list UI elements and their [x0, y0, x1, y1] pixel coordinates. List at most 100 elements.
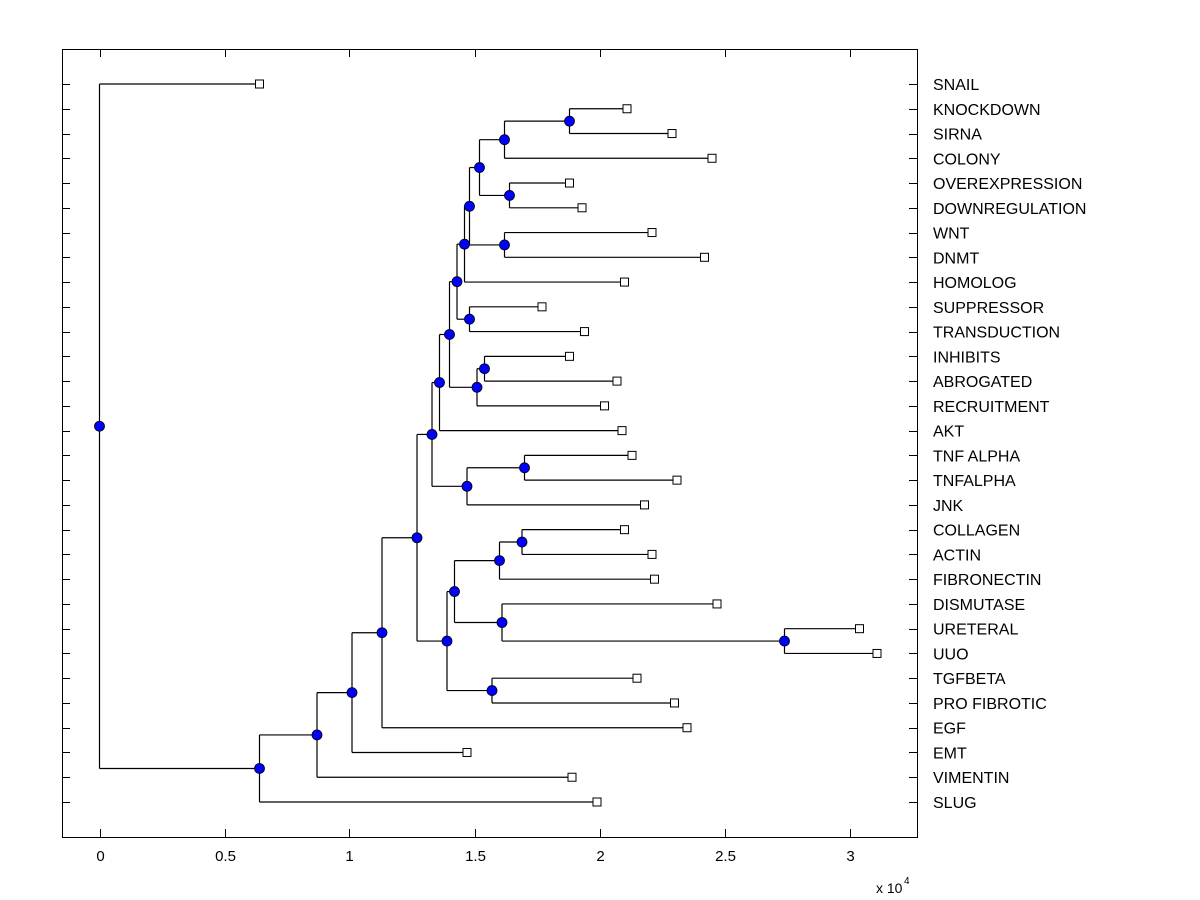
leaf-label: DISMUTASE: [933, 597, 1025, 614]
y-ticks: [62, 84, 917, 803]
x-tick-label: 0.5: [215, 848, 236, 865]
node-marker: [564, 115, 575, 127]
leaf-label: SNAIL: [933, 77, 979, 94]
node-marker: [496, 617, 508, 628]
node-marker: [94, 420, 105, 432]
x-tick-label: 1: [345, 848, 353, 865]
leaf-label: SUPPRESSOR: [933, 300, 1044, 317]
leaf-marker: [565, 178, 574, 188]
leaf-marker: [872, 648, 882, 658]
leaf-marker: [565, 351, 574, 361]
node-marker: [479, 363, 490, 375]
x-tick-label: 1.5: [465, 848, 486, 865]
leaf-marker: [712, 599, 722, 609]
leaf-label: ACTIN: [933, 547, 981, 564]
x-tick-label: 3: [846, 848, 854, 865]
leaf-marker: [647, 228, 657, 238]
leaf-label: TRANSDUCTION: [933, 325, 1060, 342]
leaf-label: ABROGATED: [933, 374, 1032, 391]
x-tick-label: 2: [596, 848, 604, 865]
leaf-marker: [622, 104, 632, 114]
node-marker: [504, 190, 515, 201]
leaf-label: WNT: [933, 226, 970, 243]
node-marker: [451, 276, 463, 288]
node-marker: [499, 134, 510, 146]
leaf-label: JNK: [933, 498, 964, 515]
x-tick-label: 2.5: [715, 848, 736, 865]
node-marker: [346, 687, 358, 699]
leaf-label: AKT: [933, 424, 964, 441]
node-marker: [449, 586, 460, 597]
leaf-label: URETERAL: [933, 622, 1018, 639]
leaf-labels: SNAIL KNOCKDOWN SIRNA COLONY OVEREXPRESSION D…: [933, 77, 1086, 812]
leaf-marker: [855, 624, 864, 634]
node-marker: [311, 729, 323, 741]
x-tick-label: 0: [96, 848, 104, 865]
node-marker: [464, 313, 475, 325]
leaf-label: SLUG: [933, 795, 977, 812]
node-marker: [441, 635, 453, 647]
leaf-label: RECRUITMENT: [933, 399, 1050, 416]
leaf-marker: [627, 450, 637, 460]
leaf-label: KNOCKDOWN: [933, 102, 1041, 119]
leaf-marker: [620, 277, 629, 287]
leaf-marker: [632, 673, 642, 683]
node-marker: [779, 635, 790, 647]
leaf-marker: [617, 426, 627, 436]
node-marker: [499, 239, 510, 251]
node-markers: [94, 115, 790, 774]
node-marker: [474, 162, 485, 173]
leaf-label: VIMENTIN: [933, 770, 1009, 787]
leaf-marker: [672, 475, 682, 485]
leaf-label: COLLAGEN: [933, 523, 1020, 540]
leaf-label: INHIBITS: [933, 349, 1001, 366]
node-marker: [471, 381, 483, 393]
leaf-label: SIRNA: [933, 127, 982, 144]
leaf-label: FIBRONECTIN: [933, 572, 1041, 589]
leaf-marker: [255, 79, 264, 89]
leaf-marker: [537, 302, 547, 312]
node-marker: [426, 429, 438, 440]
leaf-marker: [647, 549, 657, 559]
node-marker: [411, 532, 423, 544]
leaf-label: OVEREXPRESSION: [933, 176, 1082, 193]
leaf-marker: [577, 203, 587, 213]
leaf-marker: [620, 525, 629, 535]
node-marker: [516, 536, 528, 548]
node-marker: [444, 329, 455, 340]
x-multiplier-label: x 10: [876, 880, 903, 896]
node-marker: [461, 480, 473, 492]
leaf-marker: [670, 698, 679, 708]
node-marker: [519, 462, 530, 474]
plot-frame: [62, 49, 918, 838]
leaf-label: DNMT: [933, 250, 979, 267]
leaf-label: TNFALPHA: [933, 473, 1016, 490]
leaf-label: TNF ALPHA: [933, 448, 1020, 465]
leaf-label: UUO: [933, 646, 969, 663]
leaf-marker: [640, 500, 649, 510]
leaf-marker: [580, 327, 589, 337]
leaf-label: HOMOLOG: [933, 275, 1017, 292]
leaf-label: TGFBETA: [933, 671, 1006, 688]
leaf-marker: [567, 772, 577, 782]
x-ticks: 0 0.5 1 1.5 2 2.5 3: [96, 49, 855, 865]
leaf-label: PRO FIBROTIC: [933, 696, 1047, 713]
leaf-marker: [600, 401, 609, 411]
leaf-marker: [700, 252, 709, 262]
x-multiplier-exponent: 4: [904, 876, 910, 887]
leaf-marker: [707, 153, 717, 163]
node-marker: [376, 627, 388, 639]
leaf-marker: [592, 797, 602, 807]
leaf-label: EGF: [933, 721, 966, 738]
node-marker: [434, 377, 445, 388]
leaf-marker: [667, 129, 677, 139]
leaf-label: DOWNREGULATION: [933, 201, 1086, 218]
node-marker: [464, 200, 475, 212]
leaf-markers: [255, 79, 882, 807]
leaf-marker: [682, 723, 692, 733]
node-marker: [459, 238, 470, 250]
leaf-label: COLONY: [933, 151, 1001, 168]
leaf-marker: [650, 574, 659, 584]
node-marker: [254, 763, 265, 774]
